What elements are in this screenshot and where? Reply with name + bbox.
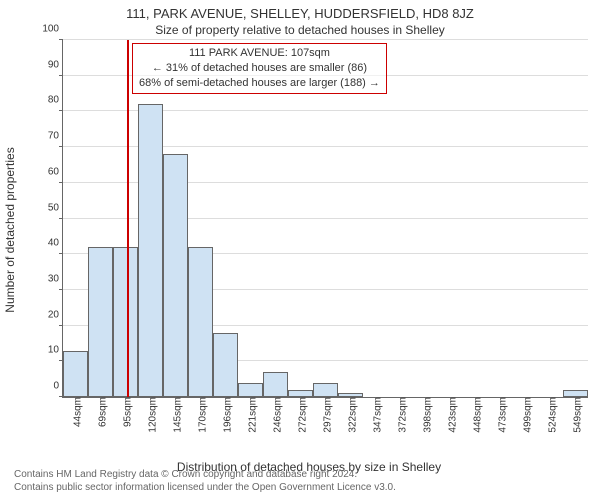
- histogram-bar: [313, 383, 338, 397]
- y-tick-label: 80: [48, 95, 63, 106]
- x-tick-label: 499sqm: [522, 397, 533, 433]
- histogram-bar: [163, 154, 188, 397]
- chart-area: Number of detached properties 0102030405…: [30, 40, 588, 420]
- chart-title-main: 111, PARK AVENUE, SHELLEY, HUDDERSFIELD,…: [0, 0, 600, 21]
- footer-line-1: Contains HM Land Registry data © Crown c…: [14, 468, 396, 481]
- y-tick-label: 100: [42, 24, 63, 35]
- footer-attribution: Contains HM Land Registry data © Crown c…: [14, 468, 396, 494]
- y-tick-label: 50: [48, 202, 63, 213]
- histogram-bar: [238, 383, 263, 397]
- x-tick-label: 246sqm: [272, 397, 283, 433]
- x-tick-label: 170sqm: [197, 397, 208, 433]
- x-tick-label: 69sqm: [97, 397, 108, 427]
- x-tick-label: 221sqm: [247, 397, 258, 433]
- y-tick-label: 0: [53, 381, 63, 392]
- annotation-line-2: ← 31% of detached houses are smaller (86…: [139, 61, 380, 76]
- y-tick-label: 70: [48, 131, 63, 142]
- histogram-bar: [88, 247, 113, 397]
- marker-annotation: 111 PARK AVENUE: 107sqm ← 31% of detache…: [132, 43, 387, 94]
- annotation-line-3: 68% of semi-detached houses are larger (…: [139, 76, 380, 91]
- y-tick-label: 30: [48, 273, 63, 284]
- histogram-bar: [288, 390, 313, 397]
- x-tick-label: 398sqm: [422, 397, 433, 433]
- y-tick-label: 60: [48, 166, 63, 177]
- y-tick-label: 90: [48, 59, 63, 70]
- x-tick-label: 196sqm: [222, 397, 233, 433]
- x-tick-label: 448sqm: [472, 397, 483, 433]
- histogram-bar: [263, 372, 288, 397]
- y-axis-label: Number of detached properties: [3, 147, 17, 312]
- x-tick-label: 145sqm: [172, 397, 183, 433]
- histogram-bar: [213, 333, 238, 397]
- y-tick-label: 40: [48, 238, 63, 249]
- x-tick-label: 272sqm: [297, 397, 308, 433]
- footer-line-2: Contains public sector information licen…: [14, 481, 396, 494]
- x-tick-label: 372sqm: [397, 397, 408, 433]
- chart-title-sub: Size of property relative to detached ho…: [0, 21, 600, 37]
- x-tick-label: 549sqm: [572, 397, 583, 433]
- x-tick-label: 524sqm: [547, 397, 558, 433]
- plot-area: 010203040506070809010044sqm69sqm95sqm120…: [62, 40, 588, 398]
- x-tick-label: 423sqm: [447, 397, 458, 433]
- x-tick-label: 44sqm: [72, 397, 83, 427]
- x-tick-label: 322sqm: [347, 397, 358, 433]
- y-tick-label: 10: [48, 345, 63, 356]
- x-tick-label: 297sqm: [322, 397, 333, 433]
- x-tick-label: 473sqm: [497, 397, 508, 433]
- x-tick-label: 347sqm: [372, 397, 383, 433]
- annotation-line-1: 111 PARK AVENUE: 107sqm: [139, 46, 380, 61]
- histogram-bar: [188, 247, 213, 397]
- x-tick-label: 95sqm: [122, 397, 133, 427]
- x-tick-label: 120sqm: [147, 397, 158, 433]
- histogram-bar: [63, 351, 88, 397]
- y-tick-label: 20: [48, 309, 63, 320]
- histogram-bar: [138, 104, 163, 397]
- bars-container: [63, 40, 588, 397]
- marker-line: [127, 40, 129, 397]
- histogram-bar: [563, 390, 588, 397]
- histogram-bar: [113, 247, 138, 397]
